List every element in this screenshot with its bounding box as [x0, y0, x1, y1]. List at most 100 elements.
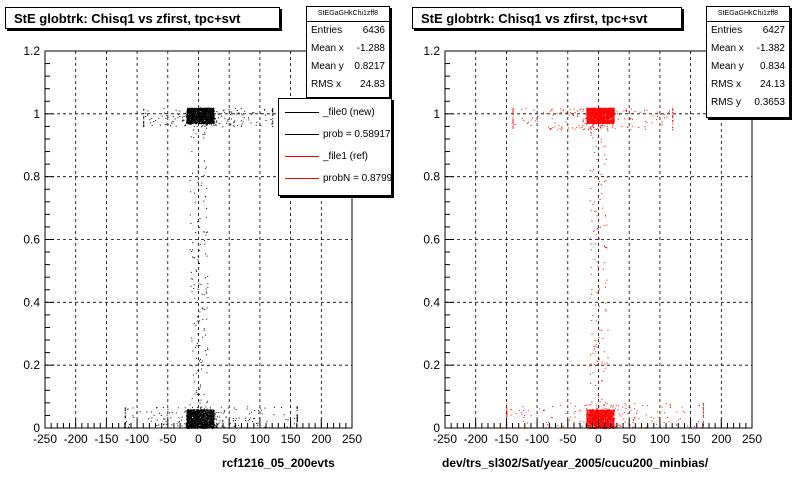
- data-point: [196, 424, 198, 426]
- data-point: [593, 113, 595, 115]
- data-point: [197, 288, 199, 290]
- data-point: [158, 424, 160, 426]
- data-point: [206, 318, 208, 320]
- data-point: [203, 411, 205, 412]
- data-point: [201, 406, 203, 408]
- data-point: [204, 122, 205, 124]
- data-point: [600, 113, 602, 115]
- data-point: [592, 107, 593, 109]
- data-point: [194, 415, 196, 417]
- data-point: [200, 413, 201, 415]
- data-point: [143, 122, 145, 124]
- data-point: [608, 112, 610, 113]
- data-point: [187, 111, 189, 113]
- data-point: [599, 118, 601, 120]
- data-point: [200, 415, 202, 417]
- data-point: [205, 418, 207, 420]
- data-point: [143, 125, 145, 127]
- data-point: [211, 422, 213, 424]
- data-point: [193, 121, 195, 123]
- data-point: [181, 419, 183, 421]
- data-point: [205, 166, 207, 168]
- data-point: [605, 120, 607, 122]
- data-point: [186, 123, 188, 124]
- data-point: [186, 426, 188, 427]
- data-point: [209, 120, 211, 122]
- data-point: [602, 121, 604, 122]
- data-point: [199, 425, 201, 427]
- data-point: [194, 426, 195, 428]
- data-point: [201, 182, 203, 184]
- data-point: [212, 419, 214, 421]
- data-point: [607, 120, 609, 122]
- data-point: [213, 120, 214, 122]
- data-point: [209, 121, 211, 123]
- data-point: [593, 113, 595, 115]
- data-point: [213, 422, 215, 424]
- data-point: [234, 107, 236, 109]
- data-point: [601, 112, 603, 114]
- data-point: [186, 409, 188, 411]
- data-point: [603, 113, 605, 115]
- data-point: [178, 417, 180, 419]
- data-point: [605, 109, 607, 111]
- data-point: [196, 120, 198, 122]
- data-point: [218, 114, 220, 116]
- data-point: [195, 133, 197, 135]
- data-point: [192, 420, 194, 422]
- data-point: [208, 115, 210, 117]
- data-point: [264, 426, 266, 428]
- data-point: [203, 121, 205, 123]
- data-point: [211, 113, 213, 115]
- data-point: [212, 414, 214, 416]
- data-point: [255, 423, 257, 424]
- data-point: [194, 424, 196, 426]
- data-point: [593, 122, 595, 124]
- data-point: [214, 415, 216, 417]
- data-point: [598, 114, 600, 116]
- data-point: [212, 108, 214, 110]
- data-point: [212, 111, 214, 113]
- data-point: [283, 414, 285, 416]
- data-point: [199, 114, 201, 116]
- data-point: [192, 123, 194, 125]
- data-point: [594, 118, 596, 120]
- data-point: [272, 122, 274, 124]
- data-point: [610, 114, 612, 116]
- data-point: [199, 122, 201, 124]
- data-point: [253, 418, 255, 420]
- data-point: [601, 118, 603, 120]
- data-point: [195, 119, 197, 121]
- data-point: [201, 111, 203, 113]
- data-point: [202, 112, 204, 114]
- data-point: [212, 115, 214, 117]
- data-point: [210, 411, 211, 413]
- data-point: [206, 109, 208, 111]
- data-point: [143, 124, 145, 126]
- data-point: [213, 415, 215, 417]
- data-point: [587, 113, 589, 115]
- data-point: [151, 118, 153, 120]
- data-point: [601, 122, 603, 124]
- data-point: [206, 114, 208, 116]
- data-point: [604, 123, 606, 124]
- data-point: [199, 263, 200, 264]
- data-point: [193, 409, 195, 411]
- data-point: [190, 416, 192, 418]
- data-point: [259, 407, 261, 409]
- data-point: [171, 411, 173, 413]
- data-point: [606, 110, 608, 112]
- data-point: [200, 115, 202, 117]
- data-point: [175, 125, 177, 127]
- data-point: [599, 108, 601, 110]
- data-point: [195, 269, 197, 271]
- data-point: [199, 108, 201, 110]
- data-point: [193, 411, 195, 413]
- data-point: [205, 419, 206, 421]
- data-point: [201, 415, 203, 416]
- data-point: [596, 118, 598, 120]
- data-point: [190, 423, 192, 425]
- data-point: [193, 110, 194, 112]
- data-point: [128, 423, 130, 425]
- data-point: [189, 214, 191, 216]
